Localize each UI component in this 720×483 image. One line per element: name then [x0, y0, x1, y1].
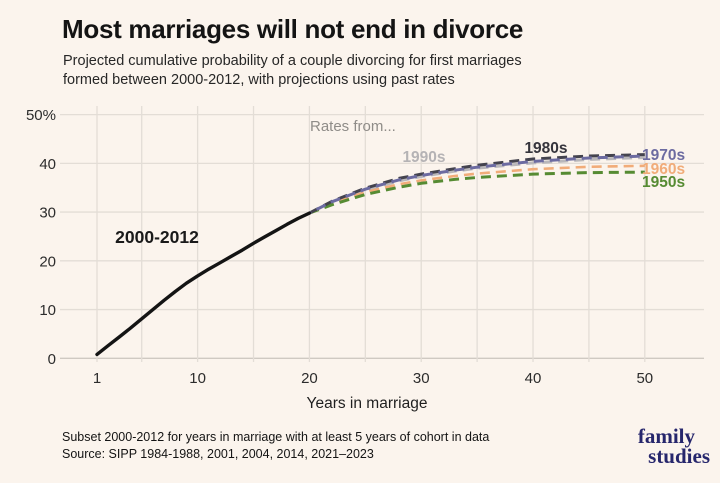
y-tick-label-0: 0 — [48, 351, 56, 368]
subtitle-line-2: formed between 2000-2012, with projectio… — [63, 72, 455, 89]
footnote-subset: Subset 2000-2012 for years in marriage w… — [62, 430, 490, 444]
x-tick-label-1: 1 — [93, 370, 101, 387]
y-tick-label-40: 40 — [39, 156, 56, 173]
annotation-1980s: 1980s — [524, 140, 567, 157]
x-tick-label-20: 20 — [301, 370, 318, 387]
footnote: Subset 2000-2012 for years in marriage w… — [62, 429, 489, 463]
series-line-1960s — [308, 164, 645, 215]
annotation-2000-2012: 2000-2012 — [115, 227, 199, 247]
annotation-1950s: 1950s — [642, 174, 685, 191]
annotation-1970s: 1970s — [642, 147, 685, 164]
series-line-2000-2012 — [95, 211, 312, 357]
y-tick-label-10: 10 — [39, 302, 56, 319]
x-tick-label-30: 30 — [413, 370, 430, 387]
y-tick-label-50: 50% — [26, 107, 56, 124]
annotation-1990s: 1990s — [402, 149, 445, 166]
chart-subtitle: Projected cumulative probability of a co… — [63, 52, 522, 90]
logo-word-family: family — [637, 424, 695, 448]
annotation-1960s: 1960s — [642, 161, 685, 178]
x-tick-label-40: 40 — [525, 370, 542, 387]
x-axis-label: Years in marriage — [307, 395, 428, 412]
series-line-1950s — [308, 170, 645, 215]
series-line-1970s — [308, 154, 645, 215]
y-tick-label-20: 20 — [39, 253, 56, 270]
y-tick-label-30: 30 — [39, 205, 56, 222]
x-tick-label-50: 50 — [636, 370, 653, 387]
logo-word-studies: studies — [648, 443, 710, 468]
subtitle-line-1: Projected cumulative probability of a co… — [63, 53, 522, 69]
series-line-1990s — [308, 156, 645, 215]
footnote-source: Source: SIPP 1984-1988, 2001, 2004, 2014… — [62, 447, 374, 461]
family-studies-logo: family studies — [637, 424, 710, 468]
series-line-1980s — [308, 153, 645, 215]
annotation-rates-from: Rates from... — [310, 118, 396, 135]
x-tick-label-10: 10 — [189, 370, 206, 387]
divorce-probability-line-chart: 0 10 20 30 40 50% 1 10 20 30 40 50 Years in marriage… — [26, 106, 704, 412]
page-title: Most marriages will not end in divorce — [62, 14, 524, 44]
